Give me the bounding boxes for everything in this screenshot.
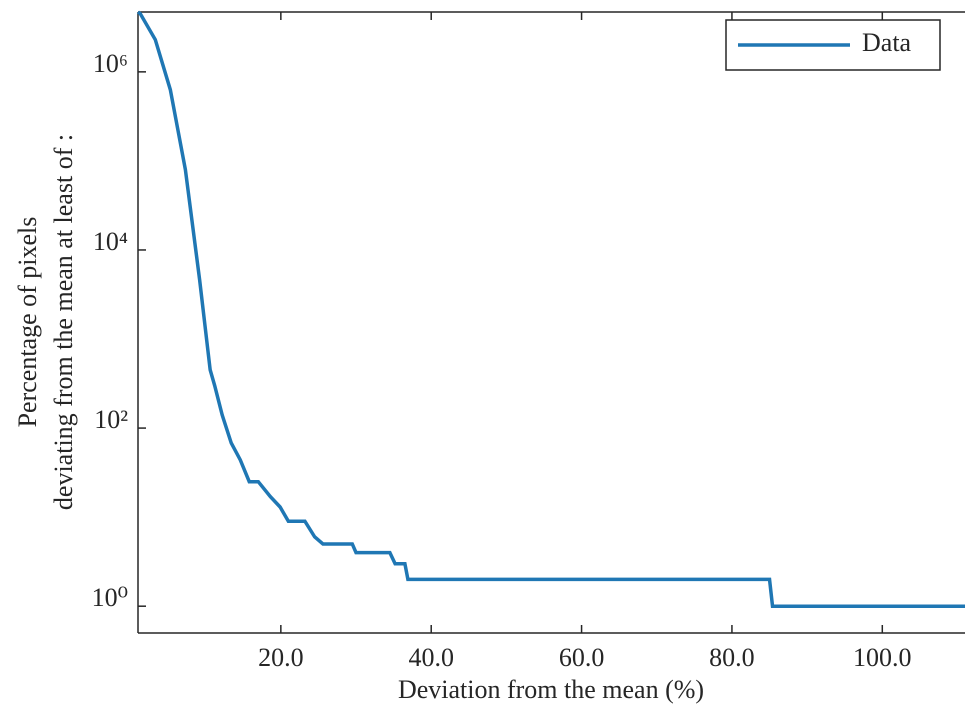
x-tick-label: 40.0: [408, 643, 454, 672]
x-tick-label: 60.0: [559, 643, 605, 672]
y-tick-label: 10²: [94, 405, 128, 434]
data-line: [136, 10, 965, 608]
y-axis-label: Percentage of pixels: [13, 217, 42, 428]
y-axis-label: deviating from the mean at least of :: [49, 134, 78, 510]
y-tick-label: 10⁰: [92, 583, 128, 612]
x-axis-label: Deviation from the mean (%): [398, 675, 704, 704]
x-tick-label: 80.0: [709, 643, 755, 672]
x-tick-label: 100.0: [853, 643, 912, 672]
y-tick-label: 10⁴: [93, 227, 128, 256]
y-tick-label: 10⁶: [93, 49, 128, 78]
legend-label: Data: [862, 28, 912, 57]
x-tick-label: 20.0: [258, 643, 304, 672]
